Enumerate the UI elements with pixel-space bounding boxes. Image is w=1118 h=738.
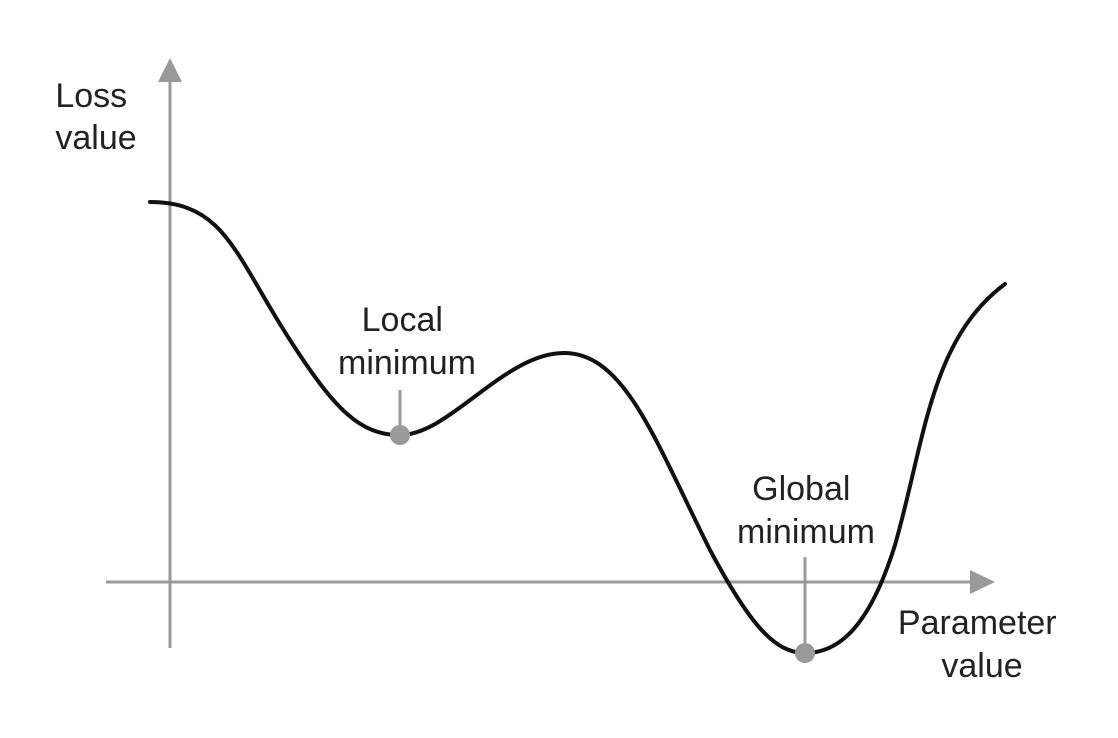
local-minimum-label: Local minimum bbox=[338, 301, 476, 382]
y-axis-label: Loss value bbox=[55, 77, 136, 157]
x-axis-label-line-2: value bbox=[941, 647, 1022, 685]
global-minimum-label-line-1: Global bbox=[752, 470, 850, 508]
local-minimum-marker bbox=[390, 425, 410, 445]
y-axis-arrowhead bbox=[158, 58, 182, 82]
local-minimum-label-line-2: minimum bbox=[338, 344, 476, 382]
local-minimum-label-line-1: Local bbox=[362, 301, 443, 339]
x-axis-arrowhead bbox=[970, 570, 995, 594]
global-minimum-label: Global minimum bbox=[737, 470, 875, 551]
x-axis-label-line-1: Parameter bbox=[898, 604, 1057, 642]
y-axis-label-line-1: Loss bbox=[55, 77, 127, 115]
global-minimum-label-line-2: minimum bbox=[737, 513, 875, 551]
loss-curve bbox=[148, 200, 1007, 655]
x-axis-label: Parameter value bbox=[898, 604, 1066, 685]
global-minimum-marker bbox=[795, 643, 815, 663]
y-axis-label-line-2: value bbox=[55, 119, 136, 157]
